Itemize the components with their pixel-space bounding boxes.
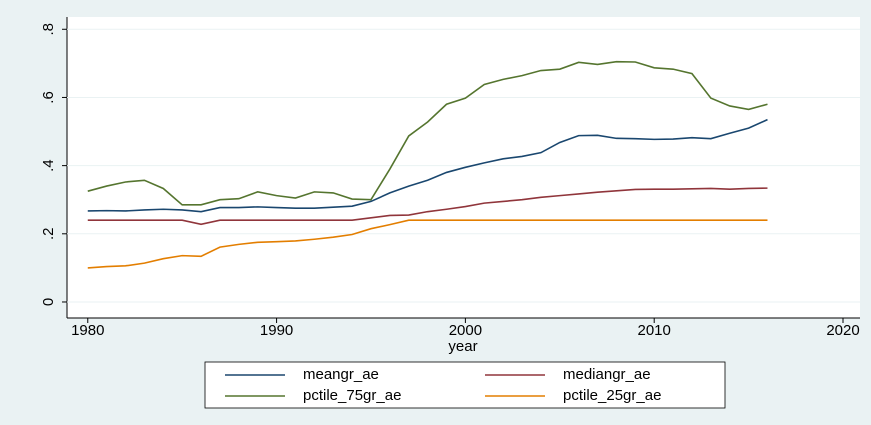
legend-label: meangr_ae xyxy=(303,366,379,383)
series-line xyxy=(87,118,768,213)
y-tick-label: .6 xyxy=(40,91,57,104)
x-tick-label: 2020 xyxy=(826,322,859,339)
y-tick-label: .4 xyxy=(40,159,57,172)
x-axis-label: year xyxy=(448,338,477,355)
legend-label: pctile_75gr_ae xyxy=(303,387,401,404)
x-tick-label: 1980 xyxy=(71,322,104,339)
y-tick-label: 0 xyxy=(40,298,57,306)
series-line xyxy=(87,60,768,206)
legend-label: pctile_25gr_ae xyxy=(563,387,661,404)
legend xyxy=(204,361,726,409)
x-tick-label: 2000 xyxy=(449,322,482,339)
x-tick-label: 1990 xyxy=(260,322,293,339)
series-line xyxy=(87,187,768,226)
series-line xyxy=(87,219,768,269)
x-tick-label: 2010 xyxy=(638,322,671,339)
y-tick-label: .2 xyxy=(40,228,57,241)
legend-label: mediangr_ae xyxy=(563,366,651,383)
y-tick-label: .8 xyxy=(40,23,57,36)
